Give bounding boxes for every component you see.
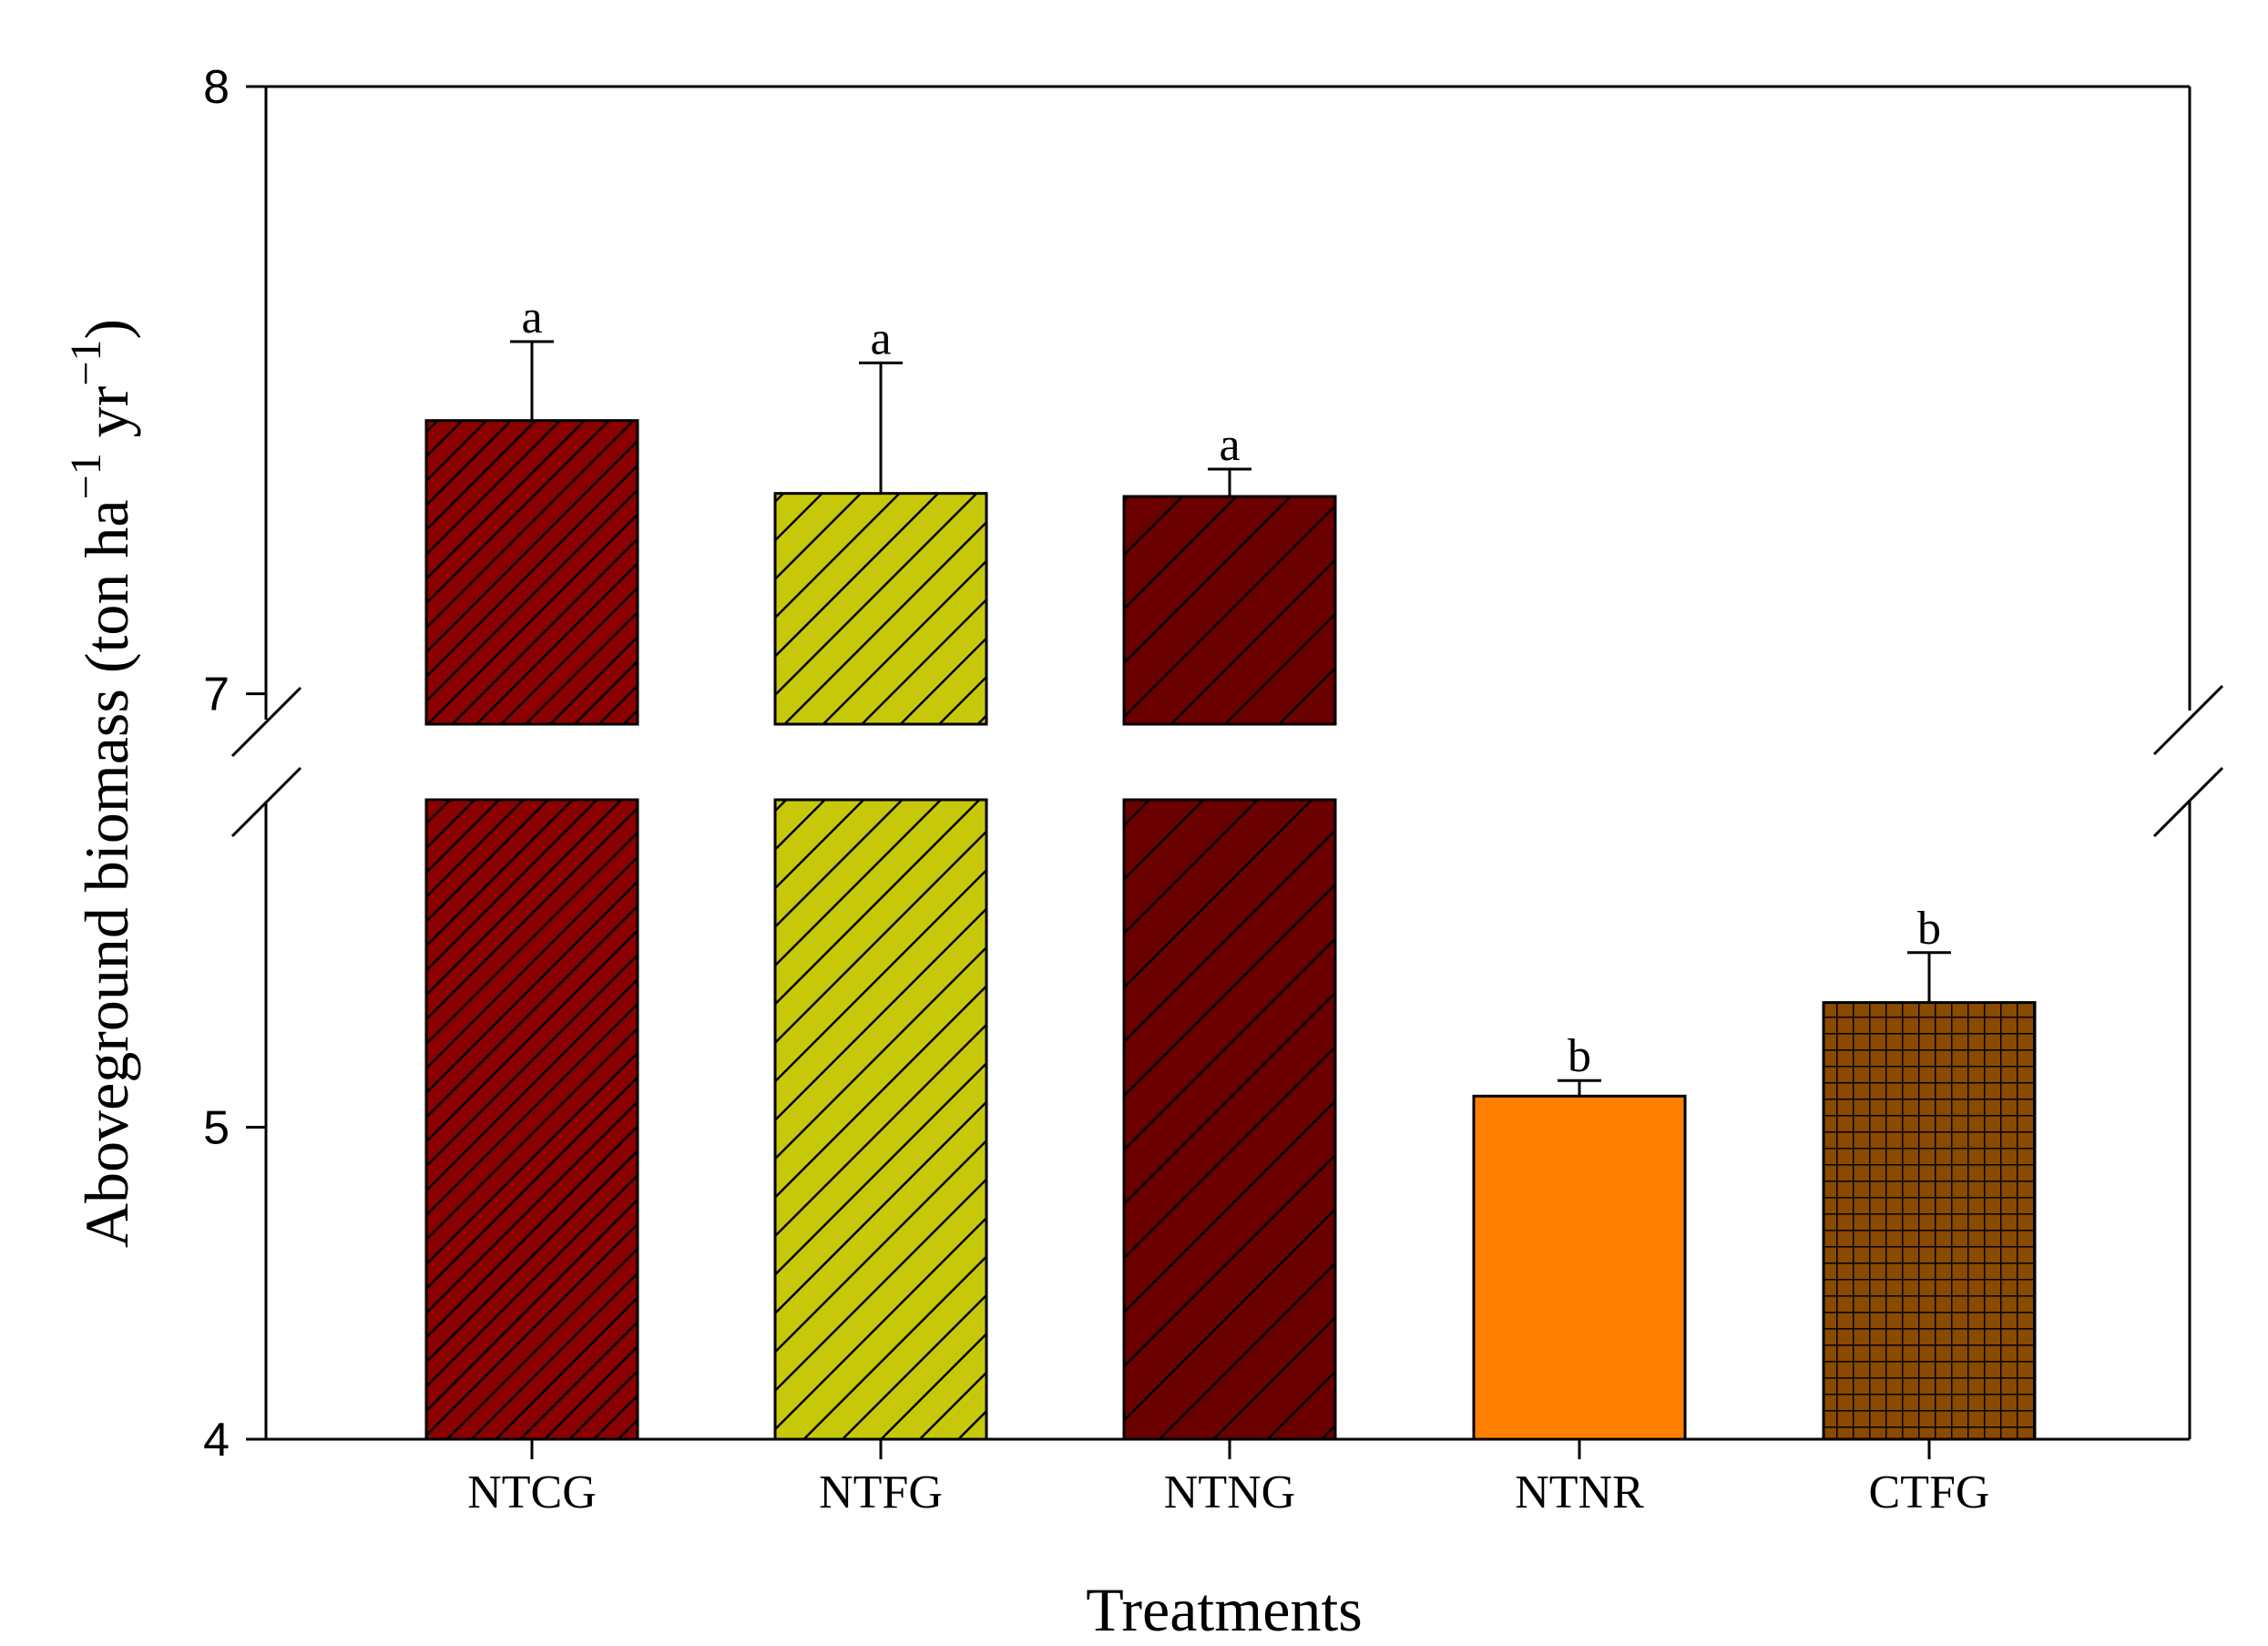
axis-break-mark bbox=[230, 686, 302, 758]
significance-letter: a bbox=[870, 312, 891, 364]
bar-upper-segment bbox=[773, 492, 988, 726]
significance-letter: a bbox=[521, 291, 542, 343]
axes: NTCG NTFG NTNG NTNR CTFG 4 5 7 8 bbox=[203, 61, 2224, 1518]
bar-lower-segment bbox=[1122, 798, 1337, 1441]
x-tick-label: CTFG bbox=[1869, 1467, 1990, 1518]
bar-ntcg: a bbox=[424, 291, 639, 1441]
plot-area: a a a b b bbox=[424, 291, 2037, 1441]
significance-letter: b bbox=[1568, 1030, 1591, 1082]
axis-break-mark bbox=[230, 766, 302, 838]
bar-lower-segment bbox=[424, 798, 639, 1441]
bar-segment bbox=[1822, 1001, 2037, 1441]
y-tick-label: 4 bbox=[203, 1414, 230, 1467]
bar-ntfg: a bbox=[773, 312, 988, 1441]
x-tick-label: NTNG bbox=[1164, 1467, 1295, 1518]
axis-break-mark bbox=[2152, 766, 2224, 838]
y-axis-title: Aboveground biomass (ton ha−1 yr−1) bbox=[62, 319, 141, 1248]
significance-letter: a bbox=[1219, 419, 1240, 471]
bar-ntnr: b bbox=[1472, 1030, 1687, 1441]
y-tick-label: 8 bbox=[203, 61, 230, 114]
bar-ctfg: b bbox=[1822, 903, 2037, 1441]
significance-letter: b bbox=[1917, 903, 1941, 955]
bar-ntng: a bbox=[1122, 419, 1337, 1441]
y-tick-label: 5 bbox=[203, 1102, 230, 1155]
x-tick-label: NTNR bbox=[1515, 1467, 1644, 1518]
x-tick-label: NTFG bbox=[819, 1467, 943, 1518]
x-axis-title: Treatments bbox=[1086, 1575, 1362, 1644]
axis-break-mark bbox=[2152, 684, 2224, 756]
bar-upper-segment bbox=[424, 419, 639, 726]
bar-lower-segment bbox=[773, 798, 988, 1441]
bar-segment bbox=[1472, 1094, 1687, 1441]
y-tick-label: 7 bbox=[203, 669, 230, 721]
x-tick-label: NTCG bbox=[467, 1467, 597, 1518]
bar-upper-segment bbox=[1122, 495, 1337, 726]
